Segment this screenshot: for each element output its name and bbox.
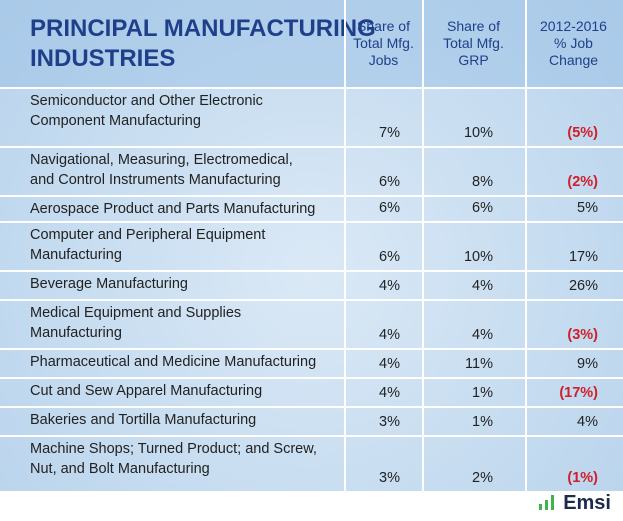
label-line: Manufacturing bbox=[30, 325, 122, 341]
row-label: Computer and Peripheral Equipment Manufac… bbox=[30, 225, 265, 265]
jobs-share: 6% bbox=[379, 249, 400, 265]
row-label: Pharmaceutical and Medicine Manufacturin… bbox=[30, 352, 316, 372]
jobs-share: 6% bbox=[379, 200, 400, 216]
label-line: Semiconductor and Other Electronic bbox=[30, 93, 263, 109]
table: PRINCIPAL MANUFACTURING INDUSTRIES Share… bbox=[0, 0, 623, 493]
jobs-share: 4% bbox=[379, 385, 400, 401]
job-change: (3%) bbox=[567, 327, 598, 343]
label-line: Medical Equipment and Supplies bbox=[30, 305, 242, 321]
label-line: Cut and Sew Apparel Manufacturing bbox=[30, 383, 263, 399]
job-change: (2%) bbox=[567, 174, 598, 190]
column-header: 2012-2016 % Job Change bbox=[540, 18, 607, 68]
grp-share: 10% bbox=[463, 125, 493, 141]
row-divider bbox=[0, 87, 623, 89]
job-change: 26% bbox=[568, 278, 598, 294]
logo-text: Emsi bbox=[563, 492, 611, 514]
title-line: INDUSTRIES bbox=[30, 45, 176, 72]
title: PRINCIPAL MANUFACTURING INDUSTRIES bbox=[30, 14, 376, 74]
column-header: Share of Total Mfg. Jobs bbox=[353, 18, 414, 68]
job-change: 17% bbox=[568, 249, 598, 265]
grp-share: 10% bbox=[463, 249, 493, 265]
label-line: and Control Instruments Manufacturing bbox=[30, 172, 281, 188]
job-change: (17%) bbox=[559, 385, 598, 401]
header-row bbox=[0, 0, 623, 88]
label-line: Pharmaceutical and Medicine Manufacturin… bbox=[30, 354, 317, 370]
title-line: PRINCIPAL MANUFACTURING bbox=[30, 15, 376, 42]
divider bbox=[422, 0, 424, 492]
job-change: 4% bbox=[577, 414, 598, 430]
row-divider bbox=[0, 435, 623, 437]
row-divider bbox=[0, 195, 623, 197]
grp-share: 2% bbox=[472, 470, 493, 486]
row-divider bbox=[0, 406, 623, 408]
jobs-share: 4% bbox=[379, 278, 400, 294]
label-line: Beverage Manufacturing bbox=[30, 276, 188, 292]
job-change: (1%) bbox=[567, 470, 598, 486]
label-line: Computer and Peripheral Equipment bbox=[30, 227, 266, 243]
grp-share: 11% bbox=[465, 356, 493, 372]
grp-share: 1% bbox=[472, 414, 493, 430]
job-change: 9% bbox=[577, 356, 598, 372]
row-label: Aerospace Product and Parts Manufacturin… bbox=[30, 199, 315, 219]
grp-share: 6% bbox=[472, 200, 493, 216]
row-divider bbox=[0, 491, 623, 493]
job-change: 5% bbox=[577, 200, 598, 216]
row-divider bbox=[0, 270, 623, 272]
label-line: Nut, and Bolt Manufacturing bbox=[30, 461, 210, 477]
row-label: Bakeries and Tortilla Manufacturing bbox=[30, 410, 256, 430]
grp-share: 4% bbox=[472, 278, 493, 294]
jobs-share: 3% bbox=[379, 414, 400, 430]
logo-icon bbox=[539, 495, 555, 510]
row-label: Semiconductor and Other Electronic Compon… bbox=[30, 91, 263, 131]
grp-share: 1% bbox=[472, 385, 493, 401]
row-label: Medical Equipment and Supplies Manufactur… bbox=[30, 303, 241, 343]
row-divider bbox=[0, 348, 623, 350]
label-line: Navigational, Measuring, Electromedical, bbox=[30, 152, 293, 168]
jobs-share: 4% bbox=[379, 327, 400, 343]
label-line: Manufacturing bbox=[30, 247, 122, 263]
grp-share: 4% bbox=[472, 327, 493, 343]
row-divider bbox=[0, 299, 623, 301]
jobs-share: 3% bbox=[379, 470, 400, 486]
jobs-share: 6% bbox=[379, 174, 400, 190]
logo: Emsi bbox=[539, 492, 611, 515]
jobs-share: 4% bbox=[379, 356, 400, 372]
row-label: Machine Shops; Turned Product; and Screw… bbox=[30, 439, 317, 479]
row-label: Beverage Manufacturing bbox=[30, 274, 188, 294]
grp-share: 8% bbox=[472, 174, 493, 190]
row-label: Cut and Sew Apparel Manufacturing bbox=[30, 381, 262, 401]
divider bbox=[344, 0, 346, 492]
row-divider bbox=[0, 377, 623, 379]
divider bbox=[525, 0, 527, 492]
row-divider bbox=[0, 221, 623, 223]
row-divider bbox=[0, 146, 623, 148]
row-label: Navigational, Measuring, Electromedical,… bbox=[30, 150, 293, 190]
label-line: Aerospace Product and Parts Manufacturin… bbox=[30, 201, 316, 217]
label-line: Machine Shops; Turned Product; and Screw… bbox=[30, 441, 317, 457]
job-change: (5%) bbox=[567, 125, 598, 141]
jobs-share: 7% bbox=[379, 125, 400, 141]
label-line: Component Manufacturing bbox=[30, 113, 201, 129]
column-header: Share of Total Mfg. GRP bbox=[443, 18, 504, 68]
label-line: Bakeries and Tortilla Manufacturing bbox=[30, 412, 257, 428]
